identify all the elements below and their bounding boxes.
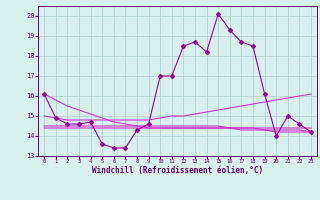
X-axis label: Windchill (Refroidissement éolien,°C): Windchill (Refroidissement éolien,°C) (92, 166, 263, 175)
